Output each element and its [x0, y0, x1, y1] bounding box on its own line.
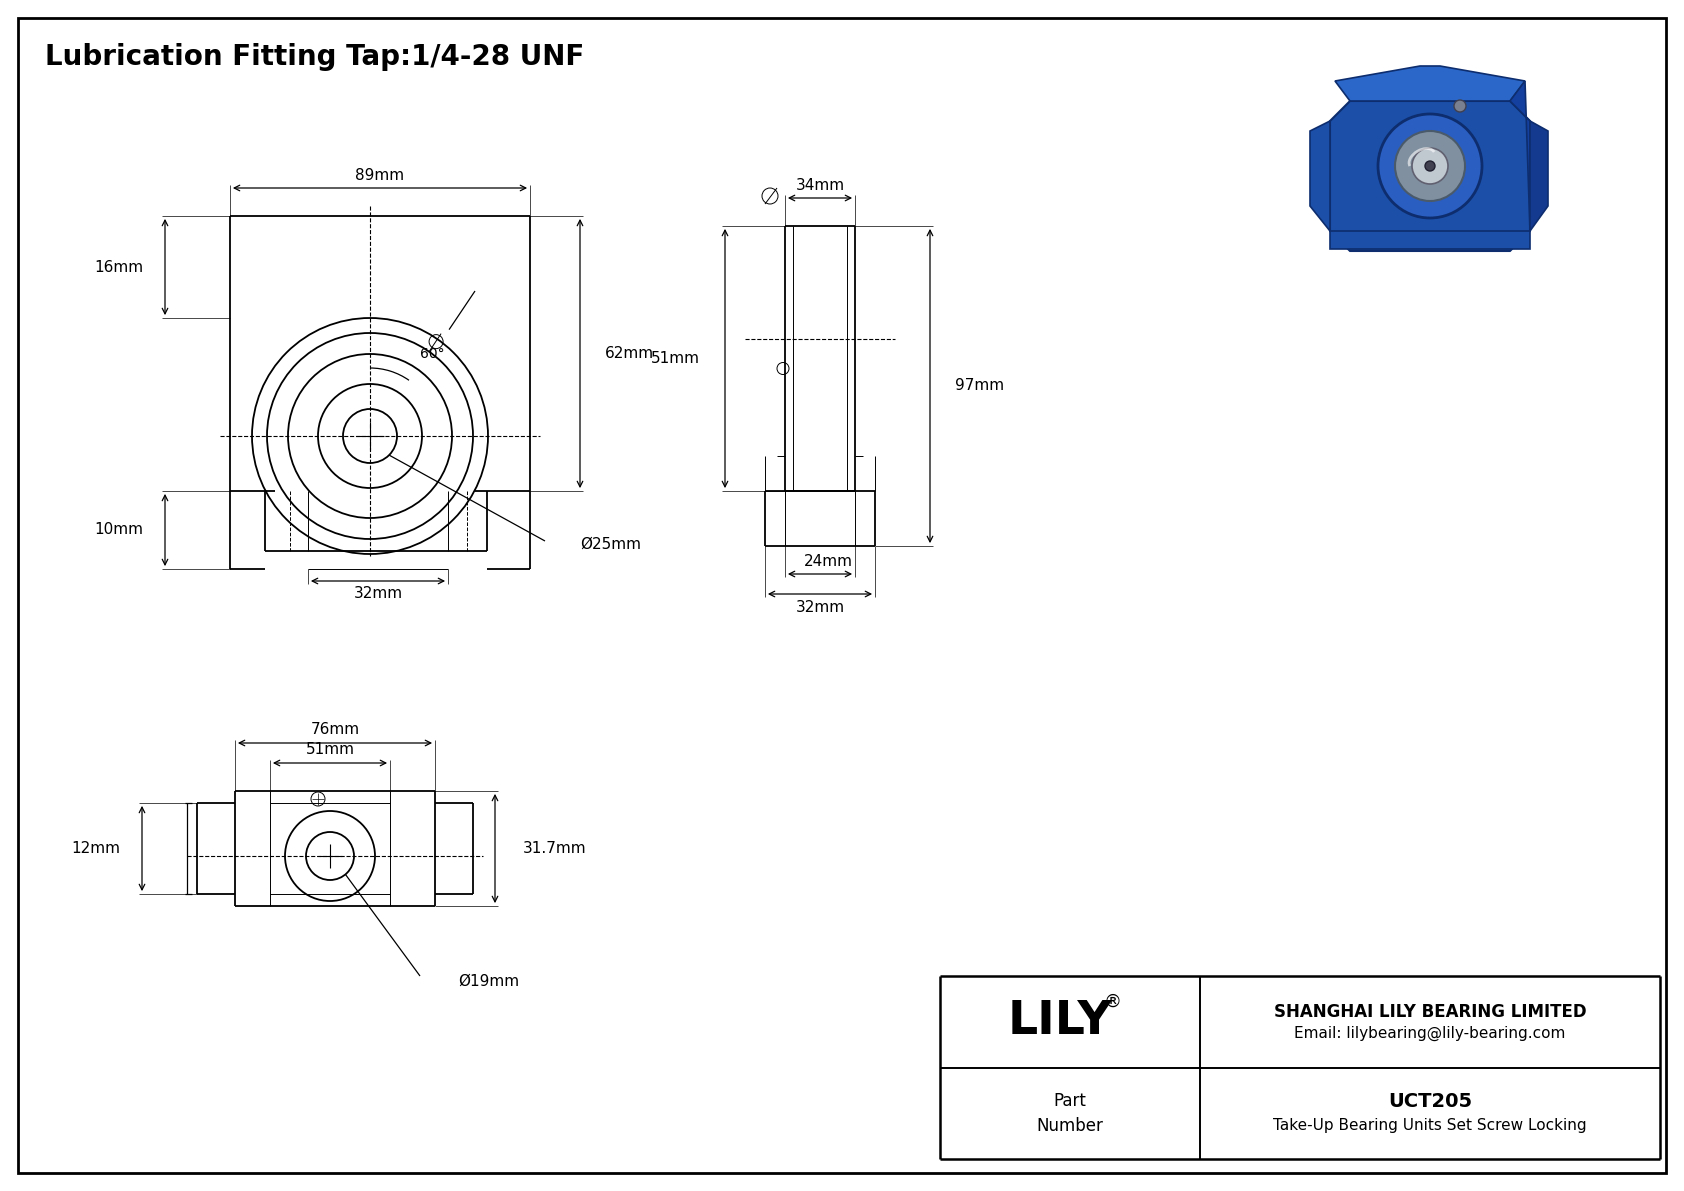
Text: 31.7mm: 31.7mm — [524, 841, 586, 856]
Text: 16mm: 16mm — [94, 260, 143, 274]
Text: 97mm: 97mm — [955, 379, 1004, 393]
Text: 76mm: 76mm — [310, 723, 360, 737]
Circle shape — [1453, 100, 1467, 112]
Text: 34mm: 34mm — [795, 177, 845, 193]
Circle shape — [1425, 161, 1435, 172]
Text: 89mm: 89mm — [355, 168, 404, 182]
Text: 10mm: 10mm — [94, 523, 143, 537]
Polygon shape — [1511, 81, 1531, 231]
Text: 12mm: 12mm — [71, 841, 120, 856]
Polygon shape — [1310, 121, 1330, 231]
Text: Part
Number: Part Number — [1037, 1092, 1103, 1135]
Text: ®: ® — [1103, 993, 1122, 1011]
Circle shape — [1394, 131, 1465, 201]
Text: Email: lilybearing@lily-bearing.com: Email: lilybearing@lily-bearing.com — [1295, 1027, 1566, 1041]
Text: Lubrication Fitting Tap:1/4-28 UNF: Lubrication Fitting Tap:1/4-28 UNF — [45, 43, 584, 71]
Text: UCT205: UCT205 — [1388, 1092, 1472, 1111]
Polygon shape — [1330, 231, 1531, 249]
Polygon shape — [1531, 121, 1548, 231]
Polygon shape — [1335, 66, 1526, 101]
Text: 51mm: 51mm — [652, 351, 701, 366]
Text: Take-Up Bearing Units Set Screw Locking: Take-Up Bearing Units Set Screw Locking — [1273, 1117, 1586, 1133]
Text: 60°: 60° — [419, 347, 445, 361]
Text: 32mm: 32mm — [795, 599, 845, 615]
Text: SHANGHAI LILY BEARING LIMITED: SHANGHAI LILY BEARING LIMITED — [1273, 1003, 1586, 1021]
Circle shape — [1411, 148, 1448, 183]
Text: 32mm: 32mm — [354, 586, 402, 601]
Circle shape — [1378, 114, 1482, 218]
Text: LILY: LILY — [1007, 999, 1113, 1045]
Text: 24mm: 24mm — [803, 554, 852, 568]
Text: Ø25mm: Ø25mm — [579, 536, 642, 551]
Text: Ø19mm: Ø19mm — [458, 973, 519, 989]
Polygon shape — [1330, 101, 1531, 251]
Text: 51mm: 51mm — [305, 742, 355, 757]
Text: 62mm: 62mm — [605, 347, 653, 361]
